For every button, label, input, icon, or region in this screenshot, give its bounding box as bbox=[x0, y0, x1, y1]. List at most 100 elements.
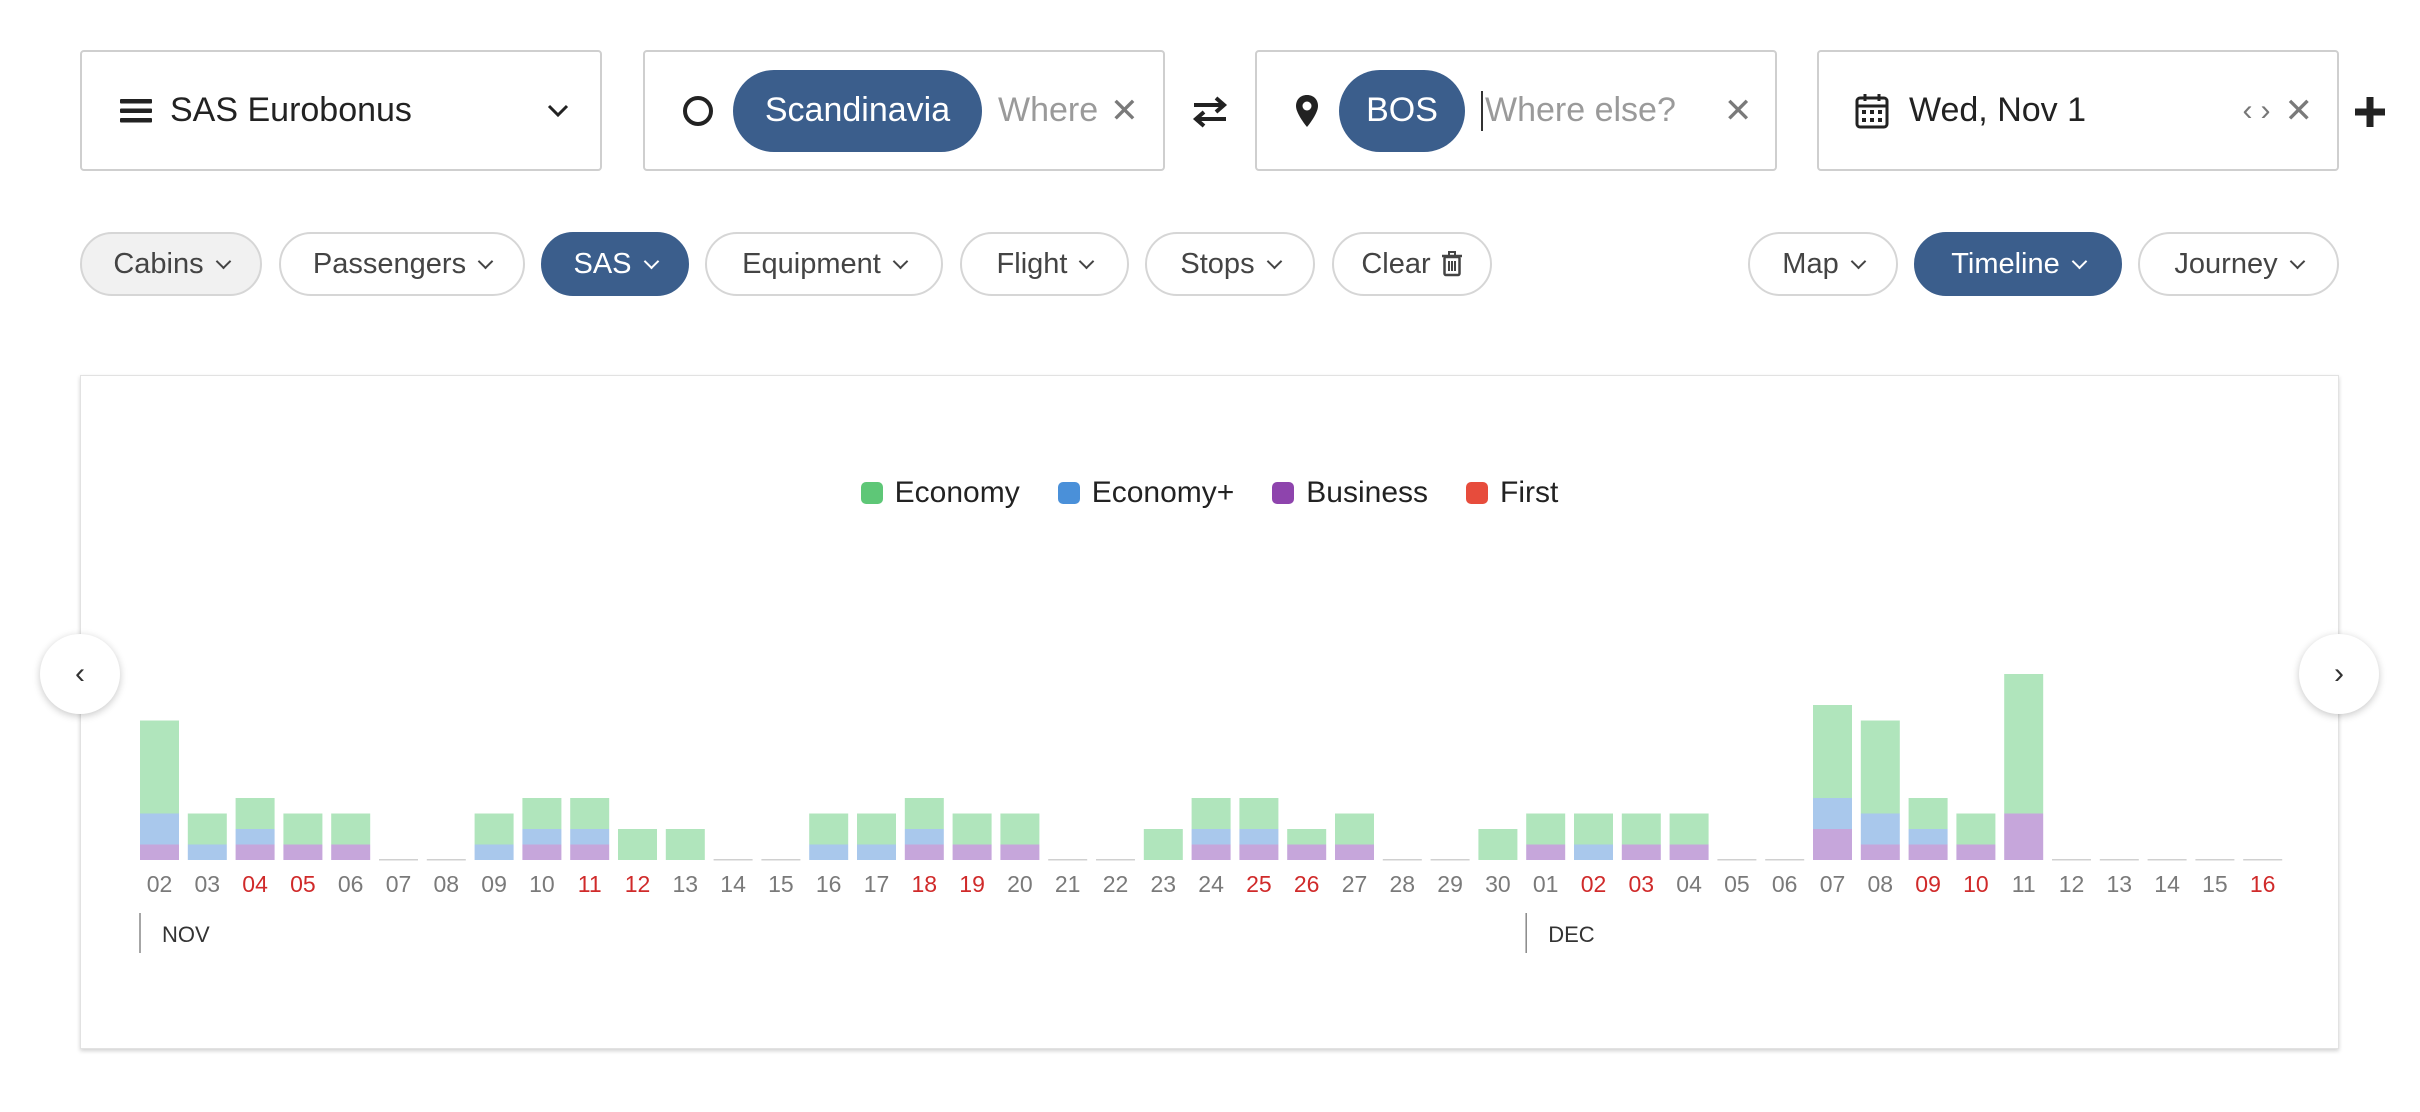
bar-segment-business[interactable] bbox=[1813, 829, 1852, 860]
bar-segment-economy[interactable] bbox=[1478, 829, 1518, 860]
bar-segment-business[interactable] bbox=[1956, 844, 1996, 861]
bar-segment-economy[interactable] bbox=[665, 829, 705, 860]
next-date-icon[interactable]: › bbox=[2260, 93, 2271, 127]
prev-period-button[interactable]: ‹ bbox=[40, 634, 120, 714]
bar-segment-economy-plus[interactable] bbox=[570, 829, 610, 845]
destination-chip[interactable]: BOS bbox=[1339, 69, 1465, 152]
bar-segment-economy-plus[interactable] bbox=[1813, 798, 1852, 829]
bar-segment-economy[interactable] bbox=[1000, 813, 1040, 845]
bar-segment-economy[interactable] bbox=[952, 813, 992, 845]
clear-date-icon[interactable]: ✕ bbox=[2284, 91, 2314, 130]
bar-segment-business[interactable] bbox=[235, 844, 275, 861]
bar-segment-economy[interactable] bbox=[1239, 798, 1279, 829]
bar-segment-business[interactable] bbox=[1669, 844, 1709, 861]
bar-segment-economy[interactable] bbox=[809, 813, 849, 845]
bar-segment-economy[interactable] bbox=[1621, 813, 1661, 845]
legend-item-economy[interactable]: Economy bbox=[860, 476, 1020, 510]
bar-segment-economy[interactable] bbox=[1908, 798, 1948, 829]
origin-chip[interactable]: Scandinavia bbox=[733, 69, 982, 152]
bar-segment-economy[interactable] bbox=[1956, 813, 1996, 845]
bar-segment-economy[interactable] bbox=[1669, 813, 1709, 845]
bar-segment-business[interactable] bbox=[1239, 844, 1279, 861]
flight-filter[interactable]: Flight bbox=[960, 232, 1129, 296]
bar-segment-economy[interactable] bbox=[2004, 674, 2044, 814]
bar-segment-economy[interactable] bbox=[331, 813, 371, 845]
clear-destination-icon[interactable]: ✕ bbox=[1723, 91, 1753, 130]
bar-segment-economy[interactable] bbox=[904, 798, 944, 829]
bar-segment-economy[interactable] bbox=[1860, 720, 1900, 814]
bar-segment-business[interactable] bbox=[904, 844, 944, 861]
map-view-button[interactable]: Map bbox=[1748, 232, 1898, 296]
origin-input[interactable]: Where bbox=[998, 91, 1099, 129]
equipment-filter[interactable]: Equipment bbox=[705, 232, 943, 296]
bar-segment-economy[interactable] bbox=[187, 813, 227, 845]
bar-segment-economy-plus[interactable] bbox=[809, 844, 849, 861]
bar-segment-business[interactable] bbox=[1860, 844, 1900, 861]
bar-segment-economy-plus[interactable] bbox=[187, 844, 227, 861]
cabins-filter[interactable]: Cabins bbox=[80, 232, 262, 296]
bar-segment-economy[interactable] bbox=[1813, 705, 1852, 798]
bar-segment-business[interactable] bbox=[2004, 813, 2044, 861]
bar-segment-economy[interactable] bbox=[140, 720, 179, 814]
bar-segment-economy-plus[interactable] bbox=[1191, 829, 1231, 845]
bar-segment-economy[interactable] bbox=[1335, 813, 1374, 845]
bar-segment-business[interactable] bbox=[952, 844, 992, 861]
bar-segment-business[interactable] bbox=[1287, 844, 1327, 861]
bar-segment-economy[interactable] bbox=[1526, 813, 1566, 845]
bar-segment-economy-plus[interactable] bbox=[1908, 829, 1948, 845]
bar-segment-economy[interactable] bbox=[474, 813, 514, 845]
bar-segment-economy-plus[interactable] bbox=[522, 829, 562, 845]
bar-segment-economy-plus[interactable] bbox=[1239, 829, 1279, 845]
clear-origin-icon[interactable]: ✕ bbox=[1110, 91, 1139, 130]
next-period-button[interactable]: › bbox=[2299, 634, 2379, 714]
bar-segment-economy[interactable] bbox=[570, 798, 610, 829]
legend-item-economy-plus[interactable]: Economy+ bbox=[1057, 476, 1234, 510]
bar-segment-business[interactable] bbox=[1191, 844, 1231, 861]
bar-segment-business[interactable] bbox=[1621, 844, 1661, 861]
bar-segment-business[interactable] bbox=[1526, 844, 1566, 861]
bar-segment-economy[interactable] bbox=[522, 798, 562, 829]
destination-field[interactable]: BOS Where else? ✕ bbox=[1255, 50, 1777, 171]
bar-segment-business[interactable] bbox=[140, 844, 179, 861]
bar-segment-business[interactable] bbox=[522, 844, 562, 861]
bar-segment-economy[interactable] bbox=[1191, 798, 1231, 829]
legend-item-first[interactable]: First bbox=[1466, 476, 1558, 510]
bar-segment-business[interactable] bbox=[283, 844, 323, 861]
legend-item-business[interactable]: Business bbox=[1272, 476, 1428, 510]
bar-segment-economy-plus[interactable] bbox=[1574, 844, 1613, 861]
bar-segment-economy[interactable] bbox=[283, 813, 323, 845]
airline-filter[interactable]: SAS bbox=[541, 232, 689, 296]
bar-segment-economy-plus[interactable] bbox=[1860, 813, 1900, 845]
x-tick-label: 05 bbox=[1724, 871, 1750, 897]
program-select[interactable]: SAS Eurobonus bbox=[80, 50, 602, 171]
swap-icon[interactable] bbox=[1190, 96, 1230, 128]
bar-segment-economy[interactable] bbox=[1574, 813, 1613, 845]
destination-input[interactable]: Where else? bbox=[1485, 91, 1676, 129]
x-tick-label: 17 bbox=[864, 871, 890, 897]
add-icon[interactable] bbox=[2354, 96, 2386, 128]
bar-segment-business[interactable] bbox=[1908, 844, 1948, 861]
bar-segment-business[interactable] bbox=[331, 844, 371, 861]
stops-filter[interactable]: Stops bbox=[1145, 232, 1315, 296]
clear-filters-button[interactable]: Clear bbox=[1332, 232, 1492, 296]
bar-segment-business[interactable] bbox=[570, 844, 610, 861]
bar-segment-economy[interactable] bbox=[235, 798, 275, 829]
bar-segment-economy[interactable] bbox=[1287, 829, 1327, 845]
origin-field[interactable]: Scandinavia Where ✕ bbox=[643, 50, 1165, 171]
bar-segment-economy-plus[interactable] bbox=[140, 813, 179, 845]
journey-view-button[interactable]: Journey bbox=[2138, 232, 2339, 296]
bar-segment-economy[interactable] bbox=[1143, 829, 1183, 860]
airline-filter-label: SAS bbox=[573, 247, 632, 280]
bar-segment-economy-plus[interactable] bbox=[904, 829, 944, 845]
prev-date-icon[interactable]: ‹ bbox=[2242, 93, 2253, 127]
bar-segment-economy-plus[interactable] bbox=[857, 844, 896, 861]
bar-segment-economy-plus[interactable] bbox=[474, 844, 514, 861]
bar-segment-economy[interactable] bbox=[857, 813, 896, 845]
bar-segment-business[interactable] bbox=[1000, 844, 1040, 861]
timeline-view-button[interactable]: Timeline bbox=[1914, 232, 2122, 296]
passengers-filter[interactable]: Passengers bbox=[279, 232, 525, 296]
bar-segment-business[interactable] bbox=[1335, 844, 1374, 861]
bar-segment-economy[interactable] bbox=[618, 829, 657, 860]
date-field[interactable]: Wed, Nov 1 ‹ › ✕ bbox=[1817, 50, 2339, 171]
bar-segment-economy-plus[interactable] bbox=[235, 829, 275, 845]
